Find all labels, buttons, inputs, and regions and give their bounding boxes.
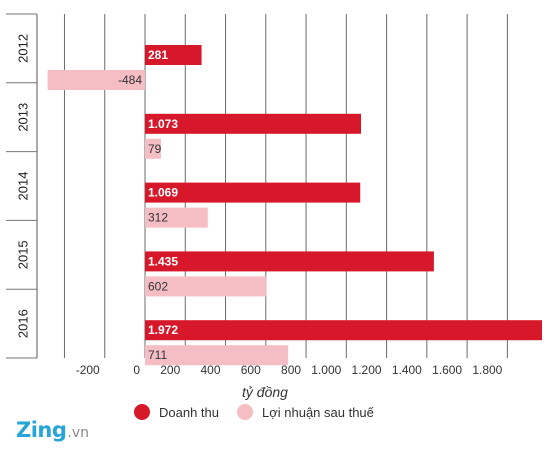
legend-item-profit: Lợi nhuận sau thuế [237, 404, 374, 420]
bar [145, 345, 289, 366]
value-label: 1.435 [148, 254, 178, 268]
logo-suffix: .vn [67, 425, 90, 441]
x-tick-labels: -200 0 200 400 600 800 1.000 1.200 1.400 1.600 1.8… [76, 363, 503, 377]
value-label: 602 [148, 279, 168, 293]
value-labels: 281 -484 1.073 79 1.069 312 1.435 602 1.972 711 [118, 48, 178, 362]
x-tick-label: 1.200 [352, 363, 382, 377]
x-tick-label: 0 [133, 363, 140, 377]
x-axis-title: tỷ đồng [242, 384, 288, 400]
bars [47, 45, 542, 366]
bar [145, 276, 267, 297]
legend-swatch-revenue [134, 404, 150, 420]
bar [47, 70, 145, 90]
bar [145, 138, 161, 159]
bar [145, 182, 361, 203]
x-tick-label: 600 [241, 363, 261, 377]
category-label: 2014 [15, 172, 30, 201]
category-labels: 2012 2013 2014 2015 2016 [15, 34, 30, 338]
value-label: 1.069 [148, 186, 178, 200]
bar [145, 113, 362, 134]
legend-item-revenue: Doanh thu [134, 404, 219, 420]
x-tick-label: -200 [76, 363, 100, 377]
category-label: 2012 [15, 34, 30, 63]
category-label: 2013 [15, 103, 30, 132]
value-label: -484 [118, 73, 142, 87]
legend-label-profit: Lợi nhuận sau thuế [262, 404, 374, 420]
value-label: 711 [148, 348, 167, 362]
value-label: 1.073 [148, 117, 178, 131]
x-tick-label: 200 [160, 363, 180, 377]
value-label: 312 [148, 211, 168, 225]
x-tick-label: 800 [281, 363, 301, 377]
x-tick-label: 1.800 [472, 363, 502, 377]
legend-label-revenue: Doanh thu [159, 404, 219, 420]
legend: Doanh thu Lợi nhuận sau thuế [134, 404, 392, 420]
x-tick-label: 1.000 [311, 363, 341, 377]
bar [145, 45, 202, 65]
value-label: 79 [148, 142, 162, 156]
category-label: 2015 [15, 240, 30, 269]
bar [145, 320, 542, 341]
x-tick-label: 1.400 [392, 363, 422, 377]
logo-main: Zing [16, 418, 67, 442]
value-label: 1.972 [148, 323, 178, 337]
legend-swatch-profit [237, 404, 253, 420]
value-label: 281 [148, 48, 168, 62]
bar [145, 251, 434, 272]
x-tick-label: 1.600 [432, 363, 462, 377]
category-label: 2016 [15, 309, 30, 338]
x-tick-label: 400 [200, 363, 220, 377]
bar [145, 207, 208, 228]
zing-logo: Zing .vn [16, 418, 89, 442]
row-separators [6, 13, 37, 359]
